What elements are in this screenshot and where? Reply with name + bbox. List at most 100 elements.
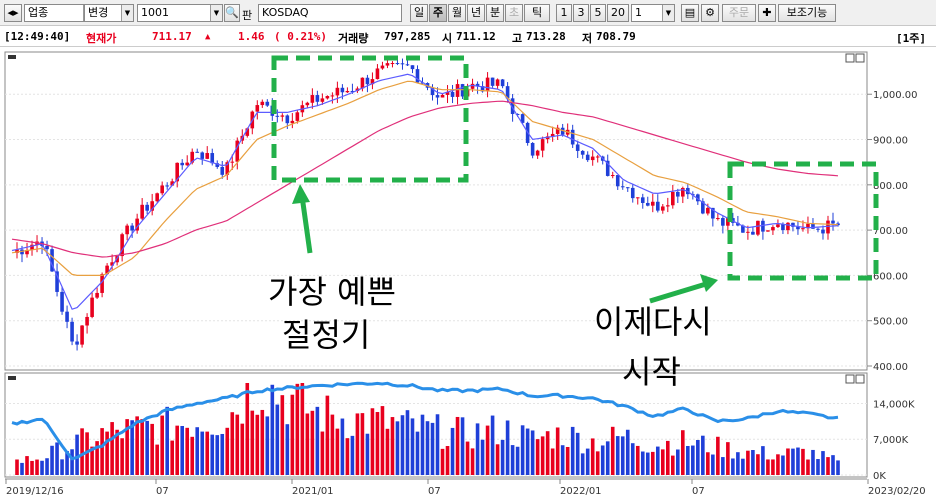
volume-bar [620,436,625,475]
volume-bar [475,423,480,475]
interval-5-button[interactable]: 5 [590,4,606,22]
volume-bar [25,456,29,475]
volume-bar [275,404,280,475]
code-input[interactable]: 1001 ▼ [137,4,223,22]
candle-body [701,201,705,214]
volume-bar [480,439,485,475]
period-week-button[interactable]: 주 [429,4,447,22]
interval-20-button[interactable]: 20 [607,4,629,22]
candle-body [826,220,830,234]
volume-panel-maximize-icon[interactable] [845,374,855,384]
candle-body [305,102,310,106]
volume-axis-label: 14,000K [873,399,915,410]
interval-input[interactable]: 1 ▼ [631,4,675,22]
arrow-right-icon [649,274,718,304]
candle-body [260,101,265,106]
candle-body [190,151,195,163]
price-axis-label: 400.00 [873,362,908,373]
candle-body [30,244,34,251]
period-month-button[interactable]: 월 [448,4,466,22]
candle-body [550,133,555,137]
volume-bar [125,419,129,475]
candle-body [25,250,29,255]
ma-short-line [11,73,839,310]
candle-body [590,156,595,161]
candle-body [721,218,725,226]
interval-3-button[interactable]: 3 [573,4,589,22]
volume-bar [600,445,605,475]
panel-window-icons[interactable] [845,53,865,63]
code-nav-arrows-icon[interactable]: ◂▸ [4,4,22,22]
volume-bar [470,448,475,475]
candle-body [485,77,490,92]
price-chart[interactable]: 1,000.00 900.00 800.00 700.00 600.00 500.00 40… [0,48,936,499]
period-minute-button[interactable]: 분 [486,4,504,22]
volume-bar [540,436,545,475]
date-axis-label: 07 [156,486,169,497]
period-year-button[interactable]: 년 [467,4,485,22]
volume-bar [676,449,680,475]
volume-bar [170,440,174,475]
volume-bar [635,445,640,475]
panel-maximize-icon[interactable] [845,53,855,63]
name-field: KOSDAQ [258,4,402,22]
volume-bar [605,441,610,475]
candle-body [145,204,149,211]
volume-bar [220,433,225,475]
volume-bar [590,438,595,475]
save-icon[interactable]: ▤ [681,4,699,22]
period-second-button[interactable]: 초 [505,4,523,22]
volume-bar [355,413,360,475]
candle-body [806,223,810,229]
candle-body [100,274,104,293]
volume-bar [430,422,435,475]
candle-body [560,127,565,135]
volume-bar [510,445,515,475]
candle-body [811,223,815,229]
candle-body [605,160,610,176]
volume-bar [640,451,645,475]
volume-bar [225,427,230,475]
volume-axis-label: 0K [873,471,886,482]
volume-bar [655,446,660,475]
candle-body [681,187,685,197]
candle-body [430,87,435,96]
open-label: 시 [442,32,453,45]
chevron-down-icon: ▼ [210,5,222,21]
panel-close-icon[interactable] [855,53,865,63]
gear-icon[interactable]: ⚙ [701,4,719,22]
volume-bar [375,412,380,475]
volume-average-path [11,381,839,461]
candle-body [535,150,540,156]
search-icon[interactable]: 🔍 [224,4,240,22]
date-axis-label: 2022/01 [560,486,602,497]
price-axis-label: 700.00 [873,226,908,237]
aux-function-button[interactable]: 보조기능 [778,4,836,22]
volume-panel-close-icon[interactable] [855,374,865,384]
interval-1-button[interactable]: 1 [556,4,572,22]
change-select[interactable]: 변경 ▼ [84,4,134,22]
volume-bar [85,432,89,475]
candle-body [786,222,790,231]
volume-bar [265,416,270,475]
volume-bar [801,448,805,475]
volume-bar [630,443,635,475]
volume-bar [250,410,255,475]
plus-icon[interactable]: ✚ [758,4,776,22]
price-axis-label: 1,000.00 [873,90,918,101]
volume-bar [370,408,375,475]
chart-area[interactable]: 1,000.00 900.00 800.00 700.00 600.00 500.00 40… [0,48,936,499]
volume-bar [45,458,49,475]
volume-bar [756,454,760,475]
period-day-button[interactable]: 일 [410,4,428,22]
volume-bar [806,459,810,475]
ma-mid-line [11,80,839,276]
volume-bar [350,435,355,475]
order-button[interactable]: 주문 [722,4,756,22]
panel-marker-icon [8,376,16,380]
volume-bar [245,383,250,475]
low-label: 저 [582,32,593,45]
period-tick-button[interactable]: 틱 [524,4,550,22]
candle-body [781,224,785,231]
volume-bar [485,425,490,475]
